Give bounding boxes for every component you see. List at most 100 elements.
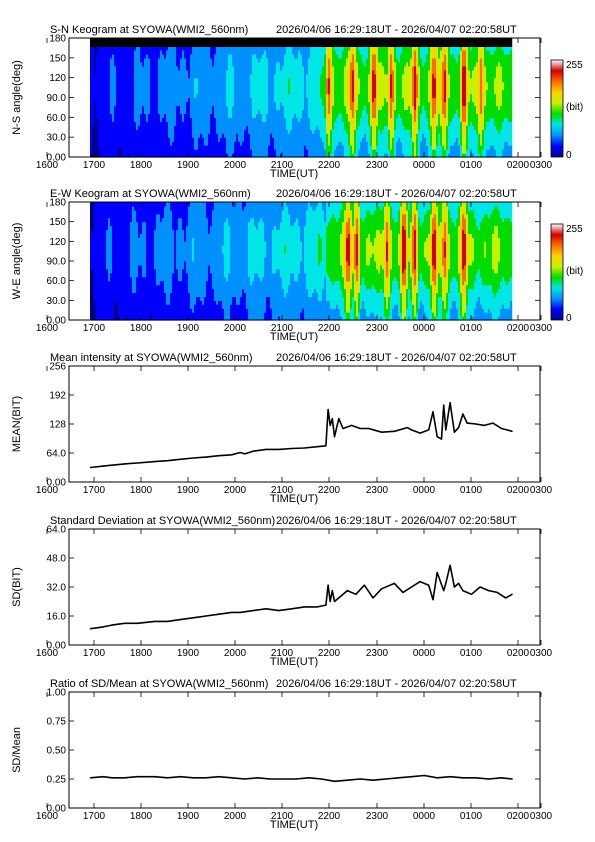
keogram-cell xyxy=(364,53,367,59)
keogram-cell xyxy=(262,81,265,87)
keogram-cell xyxy=(174,69,177,75)
keogram-cell xyxy=(174,129,177,134)
keogram-cell xyxy=(262,69,265,75)
keogram-cell xyxy=(168,73,171,79)
keogram-cell xyxy=(176,153,179,158)
keogram-cell xyxy=(296,145,299,150)
keogram-cell xyxy=(394,109,397,114)
keogram-cell xyxy=(186,93,189,99)
keogram-cell xyxy=(98,93,101,99)
keogram-cell xyxy=(300,97,303,103)
keogram-cell xyxy=(370,93,373,99)
keogram-cell xyxy=(134,85,137,91)
keogram-cell xyxy=(212,49,215,55)
keogram-cell xyxy=(272,105,275,110)
keogram-cell xyxy=(90,57,93,63)
keogram-cell xyxy=(224,121,227,126)
keogram-cell xyxy=(170,45,173,51)
keogram-cell xyxy=(206,65,209,71)
keogram-cell xyxy=(216,137,219,142)
keogram-cell xyxy=(202,141,205,146)
keogram-cell xyxy=(412,125,415,130)
keogram-cell xyxy=(416,61,419,67)
keogram-cell xyxy=(216,69,219,75)
keogram-cell xyxy=(348,133,351,138)
keogram-cell xyxy=(374,149,377,154)
keogram-cell xyxy=(216,117,219,122)
keogram-cell xyxy=(274,101,277,107)
keogram-cell xyxy=(398,77,401,83)
keogram-cell xyxy=(272,125,275,130)
keogram-cell xyxy=(174,53,177,59)
keogram-cell xyxy=(416,145,419,150)
keogram-cell xyxy=(136,97,139,103)
keogram-cell xyxy=(164,129,167,134)
keogram-cell xyxy=(198,81,201,87)
keogram-cell xyxy=(194,121,197,126)
keogram-cell xyxy=(200,153,203,158)
keogram-cell xyxy=(404,133,407,138)
keogram-cell xyxy=(306,89,309,95)
keogram-cell xyxy=(250,61,253,67)
keogram-cell xyxy=(258,105,261,110)
keogram-cell xyxy=(230,153,233,158)
keogram-cell xyxy=(280,137,283,142)
keogram-cell xyxy=(144,73,147,79)
keogram-cell xyxy=(194,69,197,75)
keogram-cell xyxy=(186,105,189,110)
keogram-cell xyxy=(98,133,101,138)
keogram-cell xyxy=(412,109,415,114)
keogram-cell xyxy=(194,125,197,130)
keogram-cell xyxy=(360,133,363,138)
keogram-cell xyxy=(134,153,137,158)
keogram-cell xyxy=(346,121,349,126)
keogram-cell xyxy=(138,77,141,83)
keogram-cell xyxy=(158,153,161,158)
keogram-cell xyxy=(126,73,129,79)
keogram-cell xyxy=(314,137,317,142)
keogram-cell xyxy=(104,57,107,63)
keogram-cell xyxy=(222,109,225,114)
keogram-cell xyxy=(202,109,205,114)
keogram-cell xyxy=(338,121,341,126)
keogram-cell xyxy=(288,57,291,63)
keogram-cell xyxy=(128,113,131,118)
keogram-cell xyxy=(168,117,171,122)
keogram-cell xyxy=(304,153,307,158)
keogram-cell xyxy=(288,73,291,79)
keogram-cell xyxy=(186,133,189,138)
keogram-cell xyxy=(394,85,397,91)
keogram-cell xyxy=(290,97,293,103)
keogram-cell xyxy=(388,53,391,59)
keogram-cell xyxy=(144,125,147,130)
keogram-cell xyxy=(350,69,353,75)
keogram-cell xyxy=(316,117,319,122)
keogram-cell xyxy=(270,153,273,158)
keogram-cell xyxy=(162,141,165,146)
keogram-cell xyxy=(370,121,373,126)
keogram-cell xyxy=(90,69,93,75)
keogram-cell xyxy=(208,89,211,95)
keogram-cell xyxy=(242,117,245,122)
keogram-cell xyxy=(162,57,165,63)
keogram-cell xyxy=(92,65,95,71)
keogram-cell xyxy=(372,113,375,118)
keogram-cell xyxy=(280,121,283,126)
keogram-cell xyxy=(362,53,365,59)
keogram-cell xyxy=(222,105,225,110)
keogram-cell xyxy=(370,129,373,134)
keogram-cell xyxy=(92,73,95,79)
keogram-cell xyxy=(114,113,117,118)
keogram-cell xyxy=(402,153,405,158)
keogram-cell xyxy=(102,137,105,142)
keogram-cell xyxy=(418,121,421,126)
keogram-cell xyxy=(418,141,421,146)
keogram-cell xyxy=(320,145,323,150)
keogram-cell xyxy=(286,149,289,154)
keogram-cell xyxy=(160,61,163,67)
keogram-cell xyxy=(240,145,243,150)
keogram-cell xyxy=(138,145,141,150)
keogram-cell xyxy=(138,153,141,158)
keogram-cell xyxy=(396,121,399,126)
keogram-cell xyxy=(352,77,355,83)
